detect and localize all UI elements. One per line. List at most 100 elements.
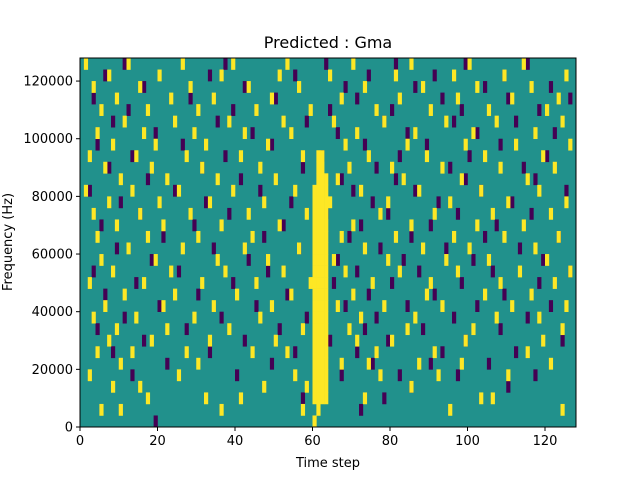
heatmap-cell-low: [548, 81, 554, 93]
heatmap-cell-high: [312, 323, 317, 336]
heatmap-cell-high: [153, 138, 158, 151]
heatmap-cell-high: [215, 173, 220, 186]
heatmap-cell-high: [320, 392, 325, 405]
heatmap-cell-high: [138, 380, 143, 393]
heatmap-cell-high: [320, 288, 325, 301]
heatmap-cell-low: [440, 92, 445, 105]
heatmap-cell-high: [413, 311, 418, 324]
heatmap-cell-low: [130, 150, 135, 163]
heatmap-cell-high: [316, 288, 321, 301]
heatmap-cell-high: [312, 242, 317, 255]
heatmap-cell-low: [126, 104, 131, 116]
heatmap-cell-high: [564, 300, 569, 312]
heatmap-cell-high: [157, 196, 162, 209]
heatmap-cell-high: [479, 184, 484, 197]
heatmap-cell-high: [277, 219, 282, 232]
heatmap-cell-high: [331, 115, 337, 128]
heatmap-cell-high: [211, 300, 216, 312]
heatmap-cell-high: [316, 230, 321, 243]
heatmap-cell-high: [316, 219, 321, 232]
heatmap-cell-low: [223, 150, 228, 163]
heatmap-cell-low: [498, 323, 503, 336]
heatmap-cell-high: [424, 288, 430, 301]
heatmap-cell-high: [238, 392, 244, 405]
heatmap-cell-high: [312, 230, 317, 243]
heatmap-cell-low: [390, 277, 395, 289]
heatmap-cell-high: [324, 380, 329, 393]
heatmap-cell-low: [405, 300, 410, 312]
heatmap-cell-low: [370, 357, 375, 370]
heatmap-cell-low: [440, 346, 445, 359]
heatmap-cell-high: [467, 242, 472, 255]
heatmap-cell-high: [324, 230, 329, 243]
heatmap-cell-low: [304, 311, 309, 324]
heatmap-cell-high: [397, 92, 402, 105]
heatmap-cell-low: [417, 265, 422, 278]
heatmap-cell-high: [312, 254, 317, 266]
heatmap-cell-high: [242, 127, 247, 140]
heatmap-cell-high: [552, 161, 557, 174]
heatmap-cell-high: [304, 207, 309, 220]
heatmap-cell-low: [258, 184, 263, 197]
heatmap-cell-high: [320, 207, 325, 220]
heatmap-cell-high: [537, 311, 542, 324]
heatmap-cell-low: [506, 92, 511, 105]
heatmap-cell-low: [262, 230, 267, 243]
heatmap-cell-high: [316, 403, 321, 416]
heatmap-cell-high: [95, 230, 100, 243]
heatmap-cell-high: [95, 127, 100, 140]
heatmap-cell-high: [324, 254, 329, 266]
heatmap-cell-high: [448, 403, 453, 416]
heatmap-cell-high: [324, 334, 329, 347]
heatmap-cell-high: [157, 69, 162, 82]
heatmap-cell-high: [173, 288, 178, 301]
heatmap-cell-high: [138, 81, 143, 93]
heatmap-cell-high: [432, 207, 437, 220]
heatmap-cell-low: [459, 104, 464, 116]
heatmap-cell-high: [510, 92, 515, 105]
heatmap-cell-high: [126, 58, 131, 70]
heatmap-cell-low: [452, 311, 457, 324]
heatmap-cell-low: [490, 265, 495, 278]
heatmap-cell-high: [382, 115, 387, 128]
heatmap-cell-high: [517, 265, 523, 278]
heatmap-cell-low: [118, 196, 123, 209]
heatmap-cell-low: [103, 69, 108, 82]
heatmap-cell-low: [537, 277, 542, 289]
heatmap-cell-low: [413, 81, 418, 93]
heatmap-cell-high: [184, 346, 189, 359]
heatmap-cell-high: [312, 415, 317, 428]
heatmap-cell-high: [316, 277, 321, 289]
heatmap-cell-high: [312, 219, 317, 232]
heatmap-cell-high: [316, 346, 321, 359]
heatmap-cell-low: [231, 104, 236, 116]
heatmap-cell-high: [312, 207, 317, 220]
heatmap-cell-high: [149, 334, 154, 347]
heatmap-cell-high: [134, 311, 139, 324]
heatmap-cell-high: [390, 161, 395, 174]
heatmap-cell-low: [362, 138, 368, 151]
heatmap-cell-high: [83, 58, 89, 70]
heatmap-cell-high: [378, 207, 383, 220]
heatmap-cell-high: [223, 265, 228, 278]
heatmap-cell-low: [366, 288, 371, 301]
x-tick-label: 60: [304, 434, 321, 449]
heatmap-cell-low: [165, 357, 170, 370]
heatmap-cell-high: [207, 196, 213, 209]
heatmap-cell-high: [362, 81, 368, 93]
heatmap-cell-low: [409, 230, 414, 243]
heatmap-cell-high: [312, 369, 317, 382]
heatmap-cell-low: [188, 92, 193, 105]
heatmap-cell-high: [467, 58, 472, 70]
heatmap-cell-low: [95, 323, 100, 336]
heatmap-cell-high: [145, 104, 151, 116]
heatmap-cell-high: [312, 300, 317, 312]
heatmap-cell-high: [401, 173, 406, 186]
heatmap-cell-high: [87, 150, 92, 163]
heatmap-cell-high: [370, 277, 375, 289]
heatmap-cell-high: [428, 104, 433, 116]
heatmap-cell-high: [320, 311, 325, 324]
heatmap-cell-high: [560, 115, 565, 128]
heatmap-cell-high: [192, 311, 197, 324]
heatmap-cell-high: [324, 277, 329, 289]
